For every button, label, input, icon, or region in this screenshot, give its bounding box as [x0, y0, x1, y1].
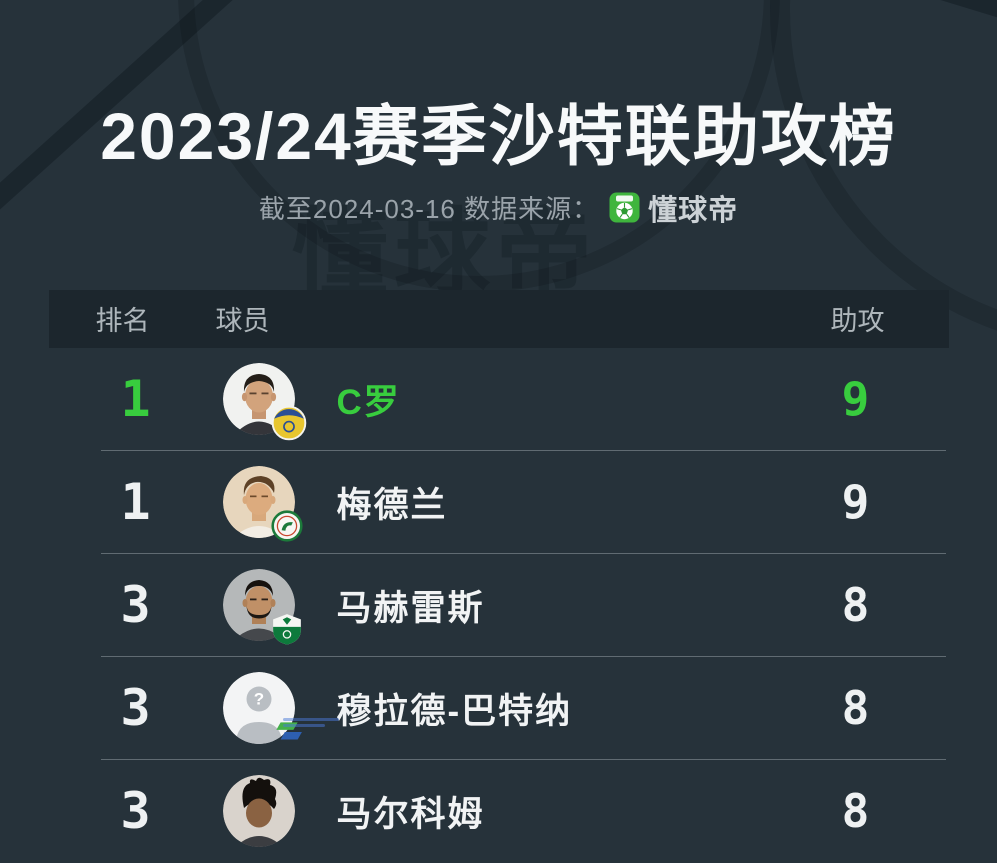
- player-avatar: [222, 569, 301, 645]
- row-divider: [100, 449, 946, 451]
- table-row: 3 马赫雷斯 8: [49, 554, 949, 657]
- assists-value: 9: [841, 372, 870, 427]
- rank-value: 3: [120, 782, 151, 841]
- player-name: 马尔科姆: [336, 794, 485, 834]
- header: 2023/24赛季沙特联助攻榜 截至2024-03-16 数据来源： 懂球帝: [0, 0, 997, 227]
- al-ahli-badge-icon: [272, 614, 301, 645]
- player-name: C罗: [336, 382, 401, 422]
- column-header-player: 球员: [215, 306, 270, 337]
- table-row: 3 马尔科姆 8: [49, 760, 949, 863]
- rank-value: 3: [120, 679, 151, 738]
- player-photo-malcom: [222, 775, 295, 848]
- player-photo-placeholder: ?: [222, 672, 295, 745]
- page-title: 2023/24赛季沙特联助攻榜: [100, 99, 897, 173]
- table-row: 1 C罗 9: [49, 348, 949, 451]
- table-header: 排名 球员 助攻: [48, 289, 949, 348]
- assists-value: 8: [841, 578, 870, 633]
- row-divider: [100, 758, 946, 760]
- al-nassr-badge-icon: [271, 406, 306, 441]
- player-avatar: ?: [222, 672, 339, 745]
- row-divider: [100, 655, 946, 657]
- al-fayha-badge-icon: [275, 722, 302, 740]
- row-divider: [100, 552, 946, 554]
- player-name: 梅德兰: [336, 485, 448, 525]
- column-header-rank: 排名: [95, 306, 150, 337]
- meta-text: 截至2024-03-16 数据来源：: [258, 194, 600, 225]
- player-avatar: [222, 466, 303, 542]
- assists-value: 9: [841, 475, 870, 530]
- dongqiudi-app-icon: [609, 192, 640, 223]
- subtitle: 截至2024-03-16 数据来源： 懂球帝: [0, 190, 997, 227]
- player-name: 穆拉德-巴特纳: [336, 691, 573, 731]
- rank-value: 1: [120, 370, 151, 429]
- rank-value: 1: [120, 473, 151, 532]
- player-name: 马赫雷斯: [336, 588, 485, 628]
- rank-value: 3: [120, 576, 151, 635]
- al-ettifaq-badge-icon: [270, 510, 303, 542]
- player-avatar: [222, 775, 295, 848]
- assists-value: 8: [841, 681, 870, 736]
- table-row: 3 ? 穆拉德-巴特纳 8: [49, 657, 949, 760]
- source-name: 懂球帝: [648, 194, 739, 227]
- table-row: 1 梅德兰 9: [49, 451, 949, 554]
- assists-value: 8: [841, 784, 870, 839]
- column-header-assists: 助攻: [830, 306, 885, 337]
- svg-text:?: ?: [253, 690, 263, 709]
- player-avatar: [222, 363, 306, 441]
- leaderboard: 排名 球员 助攻 1 C罗 9: [48, 289, 949, 863]
